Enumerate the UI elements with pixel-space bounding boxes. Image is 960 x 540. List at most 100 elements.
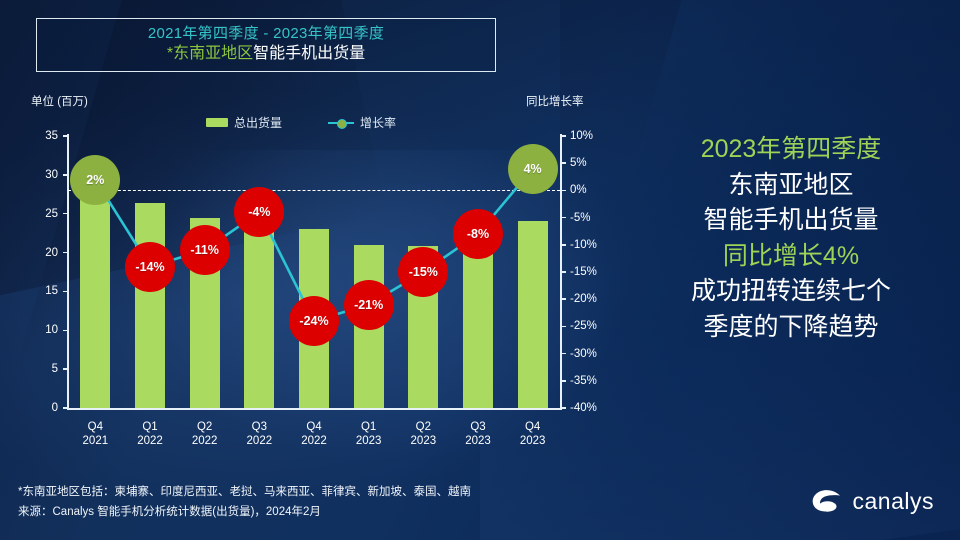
left-axis-tick-label: 10 [45,324,58,337]
canalys-logo: canalys [810,486,934,516]
x-axis-label: Q1 2023 [356,420,382,449]
highlight-line: 成功扭转连续七个 [690,277,891,305]
right-axis-tick [561,244,566,246]
chart-title-box: 2021年第四季度 - 2023年第四季度 *东南亚地区智能手机出货量 [36,18,496,72]
highlight-line: 季度的下降趋势 [703,312,879,341]
footnote-region: *东南亚地区包括：柬埔寨、印度尼西亚、老挝、马来西亚、菲律宾、新加坡、泰国、越南 [18,485,471,498]
x-axis-label-line: Q4 [87,421,103,433]
left-axis-tick-label: 15 [45,285,58,298]
x-axis-line [67,408,561,410]
right-axis-tick-label: -30% [570,347,597,360]
right-axis-tick [561,189,566,192]
left-axis-tick-label: 30 [45,168,58,181]
right-axis-tick [561,162,566,164]
chart-title-period: 2021年第四季度 - 2023年第四季度 [147,25,385,43]
canalys-swirl-icon [812,490,840,512]
right-axis-tick [561,325,566,328]
highlight-line: 智能手机出货量 [703,206,879,234]
left-axis-tick [63,368,68,370]
left-axis-tick-label: 35 [45,130,58,142]
x-axis-label-line: Q3 [470,421,486,433]
footnotes: *东南亚地区包括：柬埔寨、印度尼西亚、老挝、马来西亚、菲律宾、新加坡、泰国、越南… [18,482,471,522]
left-axis-tick-label: 5 [51,363,58,376]
x-axis-label-line: Q4 [524,421,541,433]
right-axis-tick [561,135,566,137]
growth-bubble: 4% [507,143,558,194]
x-axis-label: Q4 2023 [520,420,546,449]
zero-reference-line [68,190,560,192]
chart-title-region: *东南亚地区 [166,44,254,62]
right-axis-tick-label: -40% [570,402,597,414]
x-axis-label-line: 2022 [191,435,218,448]
chart-legend: 总出货量 增长率 [206,114,396,131]
left-axis-tick-label: 25 [45,207,58,220]
left-axis-tick [63,212,68,215]
shipment-growth-chart: 0 5 10 15 20 25 30 35 10% 5% 0% -5% -10% -15% -20% -25… [45,130,597,449]
right-axis-tick-label: -20% [570,293,597,306]
legend-label-shipments: 总出货量 [234,116,283,130]
growth-bubble: -14% [125,241,175,292]
x-axis-label: Q3 2023 [465,420,491,449]
left-axis-caption: 单位 (百万) [31,96,88,108]
legend-item-growth: 增长率 [328,114,396,131]
right-axis-caption: 同比增长率 [526,96,584,108]
right-axis-tick [561,352,566,355]
x-axis-label-line: 2023 [465,435,491,448]
highlight-line: 2023年第四季度 [700,135,882,163]
growth-bubble: -24% [289,295,339,346]
left-axis-tick-label: 0 [51,402,58,414]
left-axis-tick [63,290,68,293]
bar [463,233,493,408]
right-axis-tick-label: -25% [570,320,597,333]
right-axis-tick [561,407,566,409]
x-axis-label-line: 2022 [301,435,327,448]
x-axis-label-line: 2023 [355,435,382,448]
right-axis-tick [561,271,566,273]
left-axis-tick [63,407,68,409]
canalys-wordmark: canalys [852,487,934,514]
right-axis-line [560,134,562,410]
x-axis-label-line: 2021 [82,435,109,448]
highlight-text-panel: 2023年第四季度 东南亚地区智能手机出货量 同比增长4% 成功扭转连续七个 季度的下降… [630,132,952,345]
x-axis-label: Q4 2021 [83,420,109,449]
right-axis-tick-label: -35% [570,374,597,387]
right-axis-tick-label: -10% [570,238,597,251]
highlight-line: 东南亚地区 [728,170,854,199]
highlight-line: 同比增长4% [722,241,860,270]
x-axis-label: Q3 2022 [247,420,273,449]
bar [517,221,548,408]
left-axis-tick-label: 20 [45,246,58,259]
x-axis-label-line: Q2 [415,421,431,433]
growth-bubble: -11% [179,225,230,276]
growth-bubble: 2% [70,154,121,205]
left-axis-tick [63,174,68,176]
right-axis-tick-label: -15% [570,266,597,278]
line-marker-icon [328,118,355,129]
right-axis-tick [561,216,566,219]
right-axis-tick [561,380,566,382]
growth-bubble: -4% [234,187,285,238]
growth-bubble: -15% [398,247,449,297]
chart-title-metric: 智能手机出货量 [253,44,366,62]
right-axis-tick-label: -5% [570,211,591,224]
x-axis-label: Q2 2023 [411,420,437,449]
right-axis-tick-label: 10% [570,130,594,142]
x-axis-label-line: 2023 [519,435,546,448]
x-axis-label-line: 2022 [246,435,273,448]
x-axis-label-line: 2022 [137,435,163,448]
left-axis-line [67,134,69,410]
x-axis-label-line: Q1 [142,421,158,433]
x-axis-label: Q2 2022 [192,420,218,449]
legend-label-growth: 增长率 [360,116,397,130]
growth-bubble: -21% [343,279,394,330]
x-axis-label-line: Q2 [196,421,213,433]
right-axis-tick-label: 0% [570,184,587,197]
left-axis-tick [63,329,68,332]
growth-bubble: -8% [453,208,503,259]
x-axis-label-line: Q3 [251,421,267,433]
x-axis-label: Q4 2022 [301,420,327,449]
bar-swatch-icon [206,118,228,127]
chart-title-subject: *东南亚地区智能手机出货量 [167,44,365,65]
bar [135,202,165,408]
